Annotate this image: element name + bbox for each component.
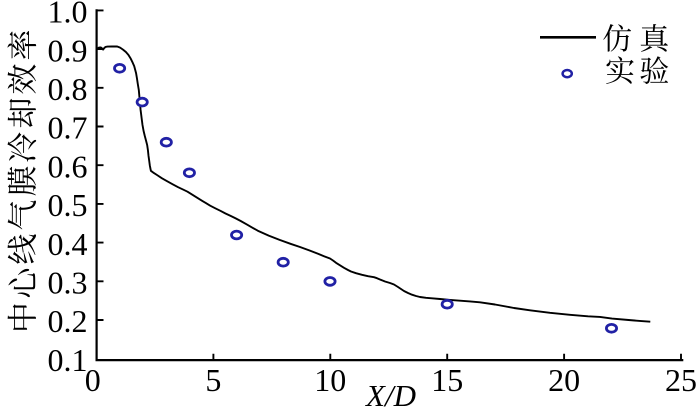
svg-text:1.0: 1.0 [48, 0, 88, 30]
svg-text:X/D: X/D [364, 378, 416, 412]
svg-text:20: 20 [548, 362, 580, 398]
svg-text:0.4: 0.4 [48, 226, 88, 262]
svg-text:0.2: 0.2 [48, 303, 88, 339]
svg-text:0.7: 0.7 [48, 110, 88, 146]
svg-text:0: 0 [85, 362, 101, 398]
svg-text:0.3: 0.3 [48, 265, 88, 301]
svg-text:0.8: 0.8 [48, 71, 88, 107]
svg-text:25: 25 [665, 362, 697, 398]
svg-text:0.9: 0.9 [48, 32, 88, 68]
svg-text:0.5: 0.5 [48, 187, 88, 223]
svg-text:15: 15 [431, 362, 463, 398]
svg-text:0.6: 0.6 [48, 148, 88, 184]
svg-text:5: 5 [205, 362, 221, 398]
svg-text:0.1: 0.1 [48, 342, 88, 378]
svg-text:10: 10 [314, 362, 346, 398]
